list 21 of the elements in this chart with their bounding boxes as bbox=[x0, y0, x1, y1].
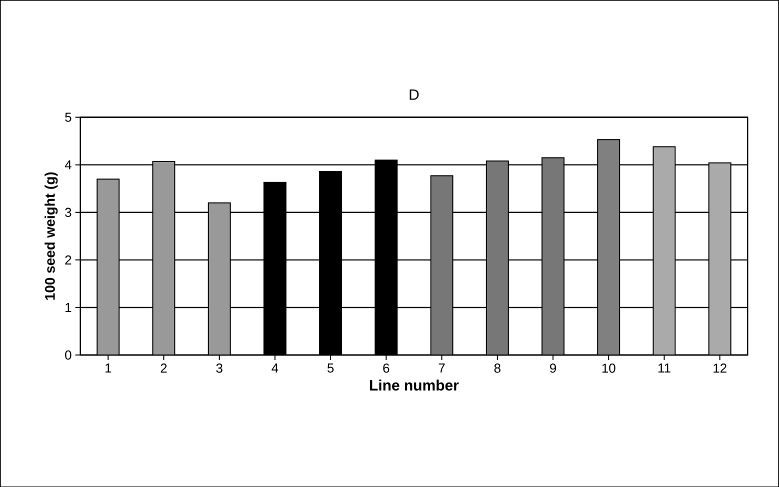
x-axis-title: Line number bbox=[370, 379, 459, 390]
y-tick-label: 0 bbox=[65, 350, 72, 360]
x-tick-label: 7 bbox=[438, 363, 445, 372]
y-tick-label: 1 bbox=[66, 302, 72, 312]
y-tick-label: 4 bbox=[64, 160, 72, 170]
x-tick-label: 12 bbox=[714, 363, 726, 372]
x-tick-label: 4 bbox=[272, 363, 278, 372]
x-tick-label: 5 bbox=[327, 363, 334, 372]
y-tick-label: 3 bbox=[65, 208, 72, 217]
x-tick-label: 9 bbox=[550, 363, 556, 373]
y-tick-label: 5 bbox=[65, 112, 72, 122]
x-tick-label: 8 bbox=[494, 363, 500, 373]
y-tick-label: 2 bbox=[65, 255, 72, 264]
y-axis-title: 100 seed weight (g) bbox=[44, 172, 58, 300]
x-tick-label: 3 bbox=[216, 363, 222, 373]
x-tick-label: 11 bbox=[658, 363, 670, 372]
x-tick-label: 1 bbox=[106, 363, 112, 372]
x-tick-label: 2 bbox=[160, 363, 167, 372]
x-tick-label: 6 bbox=[383, 363, 390, 373]
x-tick-label: 10 bbox=[602, 363, 616, 373]
chart-title: D bbox=[410, 89, 419, 100]
